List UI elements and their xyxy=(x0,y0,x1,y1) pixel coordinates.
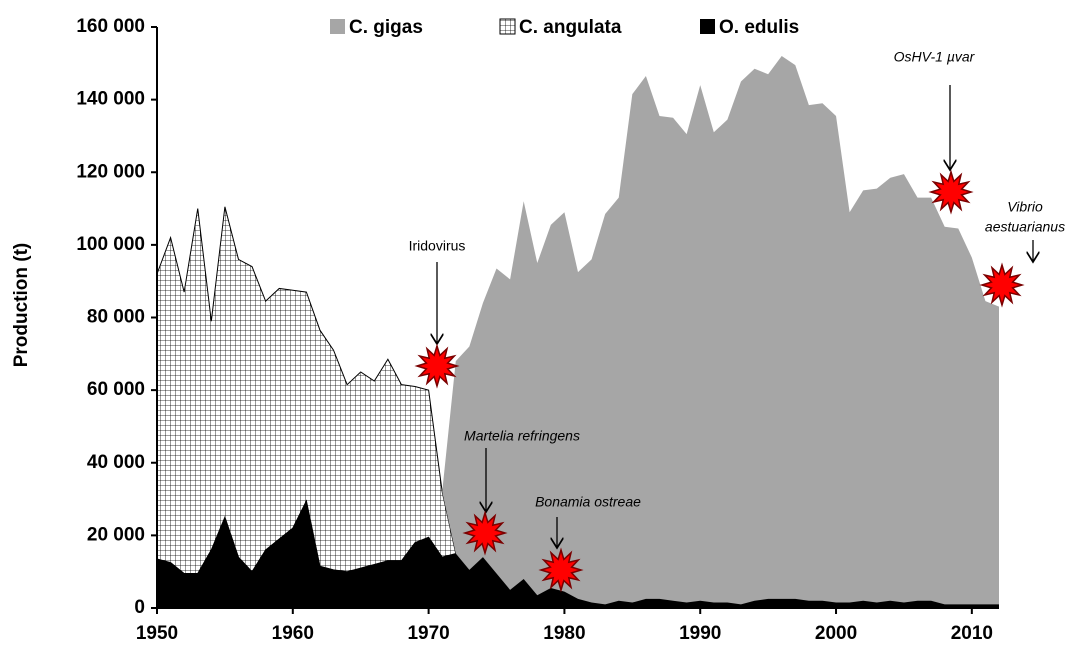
annotation: Vibrio xyxy=(1007,199,1043,215)
legend-label: O. edulis xyxy=(719,17,799,38)
y-tick-label: 100 000 xyxy=(76,234,145,255)
event-star xyxy=(538,547,584,593)
legend-swatch xyxy=(330,19,345,34)
x-tick-label: 1970 xyxy=(407,623,449,644)
y-tick-label: 120 000 xyxy=(76,161,145,182)
event-star xyxy=(414,343,460,389)
event-star xyxy=(462,510,508,556)
y-tick-label: 160 000 xyxy=(76,16,145,37)
y-axis-label: Production (t) xyxy=(11,243,32,368)
y-tick-label: 0 xyxy=(134,597,145,618)
area xyxy=(157,56,999,605)
legend-swatch xyxy=(700,19,715,34)
x-tick-label: 1960 xyxy=(272,623,314,644)
y-tick-label: 40 000 xyxy=(87,452,145,473)
y-tick-label: 20 000 xyxy=(87,524,145,545)
area xyxy=(157,500,999,608)
annotation: Bonamia ostreae xyxy=(535,494,641,510)
annotation: OsHV-1 µvar xyxy=(894,49,976,65)
legend-label: C. gigas xyxy=(349,17,423,38)
legend-swatch xyxy=(499,18,516,35)
x-tick-label: 1990 xyxy=(679,623,721,644)
annotation: Iridovirus xyxy=(409,238,466,254)
annotation: Martelia refringens xyxy=(464,428,580,444)
x-tick-label: 1980 xyxy=(543,623,585,644)
legend-label: C. angulata xyxy=(519,17,622,38)
x-tick-label: 1950 xyxy=(136,623,178,644)
x-tick-label: 2000 xyxy=(815,623,857,644)
y-tick-label: 60 000 xyxy=(87,379,145,400)
event-star xyxy=(928,169,974,215)
y-tick-label: 140 000 xyxy=(76,89,145,110)
event-star xyxy=(979,262,1025,308)
x-tick-label: 2010 xyxy=(951,623,993,644)
annotation: aestuarianus xyxy=(985,219,1065,235)
y-tick-label: 80 000 xyxy=(87,307,145,328)
